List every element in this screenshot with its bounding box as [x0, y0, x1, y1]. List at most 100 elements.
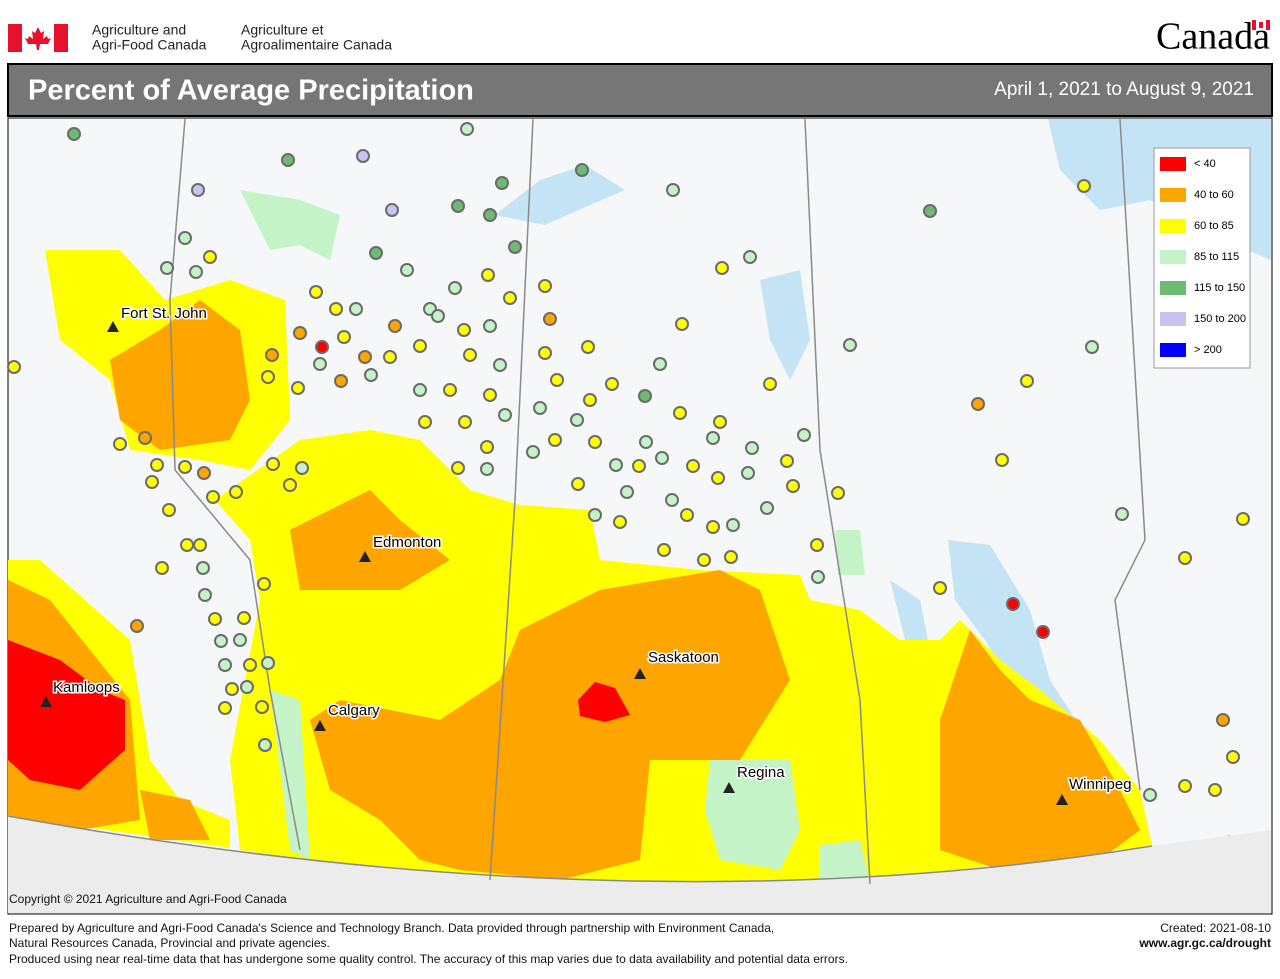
station — [295, 461, 309, 475]
station — [180, 538, 194, 552]
station — [498, 408, 512, 422]
station — [588, 508, 602, 522]
station — [337, 330, 351, 344]
station — [7, 360, 21, 374]
station — [675, 317, 689, 331]
legend-label: 150 to 200 — [1194, 313, 1246, 325]
station — [1208, 783, 1222, 797]
station — [933, 581, 947, 595]
city-label: Fort St. John — [121, 305, 207, 322]
station — [329, 302, 343, 316]
station — [495, 176, 509, 190]
station — [281, 153, 295, 167]
class-region — [8, 640, 125, 790]
station — [145, 475, 159, 489]
station — [533, 401, 547, 415]
footer-line: Natural Resources Canada, Provincial and… — [9, 936, 330, 950]
station — [1036, 625, 1050, 639]
station — [632, 459, 646, 473]
org-name: Agriculture and — [92, 22, 186, 38]
footer-line: Produced using near real-time data that … — [9, 952, 848, 966]
station — [538, 279, 552, 293]
station — [383, 350, 397, 364]
station — [113, 437, 127, 451]
station — [995, 453, 1009, 467]
station — [150, 458, 164, 472]
class-region — [140, 790, 210, 840]
station — [67, 127, 81, 141]
class-region — [240, 190, 340, 260]
station — [483, 319, 497, 333]
title-bar — [7, 63, 1273, 117]
station — [1226, 750, 1240, 764]
station — [483, 388, 497, 402]
class-region — [820, 840, 870, 884]
station — [162, 503, 176, 517]
station — [666, 183, 680, 197]
province-border — [804, 118, 871, 885]
station — [243, 658, 257, 672]
station — [457, 323, 471, 337]
class-region — [578, 682, 630, 722]
station — [197, 466, 211, 480]
org-name: Agri-Food Canada — [92, 37, 207, 53]
station — [451, 461, 465, 475]
station — [208, 612, 222, 626]
station — [349, 302, 363, 316]
station — [315, 340, 329, 354]
city-label: Edmonton — [373, 534, 441, 551]
station — [1178, 551, 1192, 565]
station — [831, 486, 845, 500]
station — [609, 458, 623, 472]
url: www.agr.gc.ca/drought — [1138, 936, 1271, 950]
station — [480, 440, 494, 454]
org-name: Agriculture et — [241, 22, 324, 38]
station — [261, 370, 275, 384]
station — [575, 163, 589, 177]
station — [571, 477, 585, 491]
station — [138, 431, 152, 445]
class-region — [310, 570, 790, 880]
class-region — [270, 690, 310, 860]
station — [1236, 512, 1250, 526]
station — [1143, 788, 1157, 802]
legend-swatch — [1160, 250, 1186, 264]
city-label: Calgary — [328, 702, 380, 719]
city-marker — [40, 696, 52, 707]
station — [313, 357, 327, 371]
station — [797, 428, 811, 442]
station — [364, 368, 378, 382]
station — [258, 738, 272, 752]
station — [971, 397, 985, 411]
station — [713, 415, 727, 429]
city-marker — [359, 551, 371, 562]
station — [613, 515, 627, 529]
station — [233, 633, 247, 647]
station — [655, 451, 669, 465]
station — [291, 381, 305, 395]
station — [261, 656, 275, 670]
legend-label: 60 to 85 — [1194, 220, 1234, 232]
station — [706, 520, 720, 534]
legend-label: 85 to 115 — [1194, 251, 1239, 263]
station — [1216, 713, 1230, 727]
date-range: April 1, 2021 to August 9, 2021 — [994, 79, 1254, 100]
province-border — [7, 815, 1153, 883]
station — [293, 326, 307, 340]
legend-swatch — [1160, 188, 1186, 202]
legend-label: 115 to 150 — [1194, 282, 1245, 294]
footer-line: Prepared by Agriculture and Agri-Food Ca… — [9, 921, 774, 935]
city-label: Saskatoon — [648, 649, 719, 666]
station — [1020, 374, 1034, 388]
station — [706, 431, 720, 445]
legend-label: > 200 — [1194, 344, 1222, 356]
legend-swatch — [1160, 343, 1186, 357]
class-region — [290, 490, 450, 590]
station — [493, 358, 507, 372]
station — [460, 122, 474, 136]
station — [225, 682, 239, 696]
station — [203, 250, 217, 264]
station — [356, 149, 370, 163]
station — [334, 374, 348, 388]
